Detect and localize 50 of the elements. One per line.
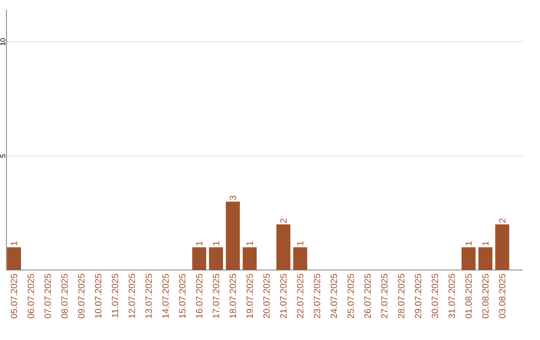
x-tick-label: 30.07.2025	[432, 274, 438, 318]
x-tick-label: 06.07.2025	[28, 274, 34, 318]
data-label: 1	[212, 241, 220, 246]
bar	[495, 224, 510, 270]
x-tick-label: 25.07.2025	[348, 274, 354, 318]
bar	[293, 247, 308, 270]
x-tick-label: 12.07.2025	[128, 274, 136, 318]
data-label: 1	[482, 241, 488, 246]
data-label: 2	[280, 218, 287, 223]
bar	[462, 247, 476, 270]
x-tick-label: 19.07.2025	[246, 274, 253, 318]
data-label: 1	[196, 241, 202, 246]
x-tick-label: 13.07.2025	[145, 274, 152, 318]
x-tick-label: 14.07.2025	[162, 274, 169, 318]
x-tick-label: 03.08.2025	[499, 274, 506, 318]
x-tick-label: 07.07.2025	[44, 274, 51, 318]
bar	[192, 247, 206, 270]
x-tick-label: 01.08.2025	[465, 274, 472, 318]
x-tick-label: 08.07.2025	[61, 274, 68, 318]
bar	[242, 247, 257, 270]
bar	[209, 247, 224, 270]
data-label: 1	[297, 241, 304, 246]
x-tick-label: 17.07.2025	[212, 274, 220, 318]
x-tick-label: 22.07.2025	[297, 274, 304, 318]
x-tick-label: 31.07.2025	[448, 274, 455, 318]
x-tick-label: 24.07.2025	[330, 274, 338, 318]
bar	[226, 202, 240, 270]
x-tick-label: 23.07.2025	[314, 274, 320, 318]
x-tick-label: 26.07.2025	[364, 274, 371, 318]
data-label: 1	[246, 241, 253, 246]
x-tick-label: 27.07.2025	[381, 274, 388, 318]
x-tick-label: 29.07.2025	[414, 274, 422, 318]
data-label: 3	[230, 196, 236, 200]
x-tick-label: 10.07.2025	[94, 274, 102, 318]
x-tick-label: 02.08.2025	[482, 274, 489, 318]
data-label: 2	[499, 218, 506, 223]
x-tick-label: 20.07.2025	[263, 274, 270, 318]
x-tick-label: 21.07.2025	[280, 274, 287, 318]
bar	[276, 224, 290, 270]
x-tick-label: 09.07.2025	[78, 274, 85, 318]
x-tick-label: 16.07.2025	[196, 274, 202, 318]
x-tick-label: 18.07.2025	[230, 274, 236, 318]
x-tick-label: 28.07.2025	[398, 274, 404, 318]
data-label: 1	[10, 241, 18, 246]
bar	[478, 247, 492, 270]
x-tick-label: 11.07.2025	[112, 274, 118, 318]
x-tick-label: 05.07.2025	[10, 274, 18, 318]
bar	[7, 247, 21, 270]
data-label: 1	[465, 241, 472, 246]
x-tick-label: 15.07.2025	[179, 274, 186, 318]
